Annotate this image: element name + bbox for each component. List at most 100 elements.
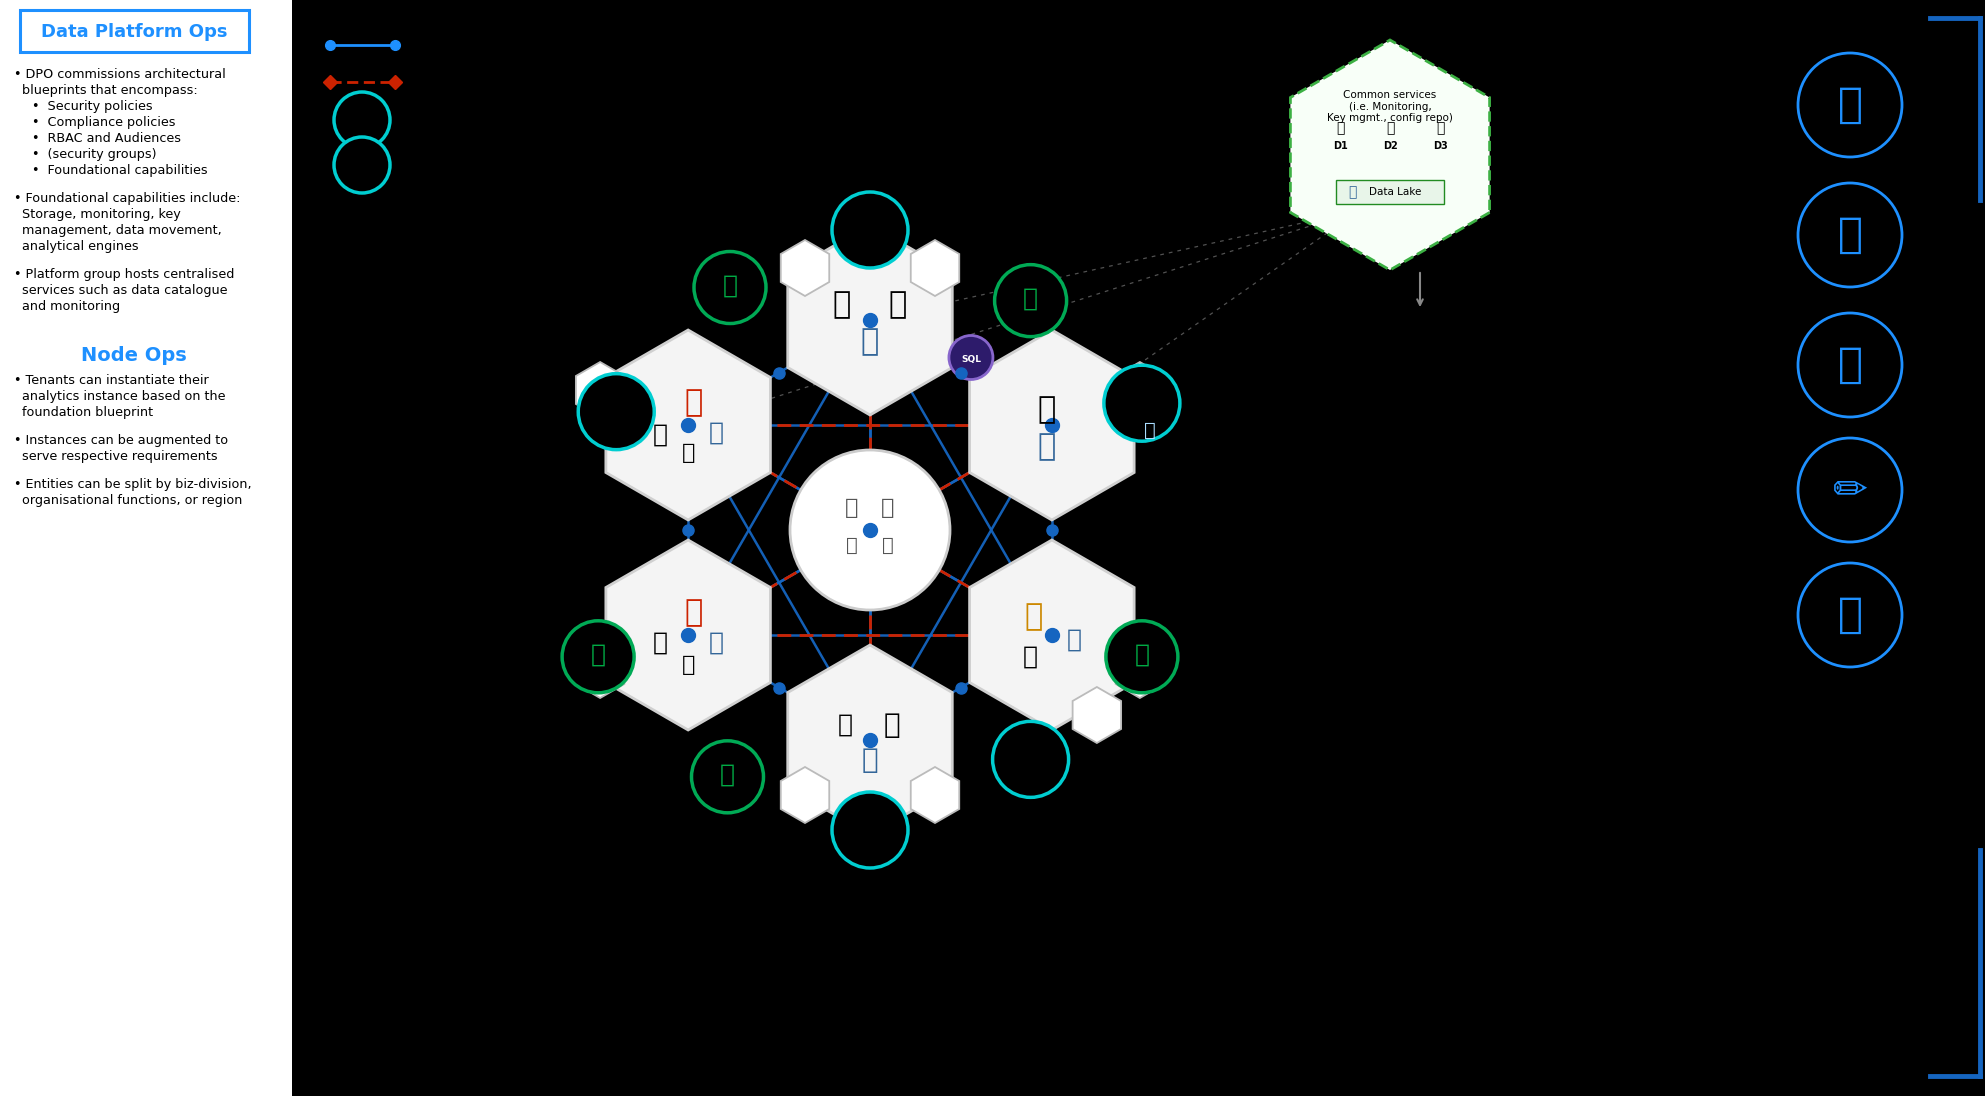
Circle shape	[790, 450, 951, 610]
Text: D1: D1	[1332, 141, 1348, 151]
Text: 👥: 👥	[1133, 389, 1149, 418]
Text: 🧱: 🧱	[1336, 121, 1344, 135]
Text: 🗄: 🗄	[709, 421, 725, 445]
Circle shape	[1798, 563, 1902, 667]
Text: analytical engines: analytical engines	[22, 240, 139, 253]
Text: Data Lake: Data Lake	[1370, 187, 1421, 197]
Text: • Instances can be augmented to: • Instances can be augmented to	[14, 434, 228, 447]
Polygon shape	[911, 767, 959, 823]
Text: •  Security policies: • Security policies	[32, 100, 153, 113]
Polygon shape	[1116, 362, 1163, 418]
Text: 👥: 👥	[861, 817, 877, 844]
Text: 🗄: 🗄	[1348, 185, 1356, 199]
Text: 🗄: 🗄	[1038, 433, 1056, 461]
Circle shape	[695, 251, 766, 323]
Text: •  Foundational capabilities: • Foundational capabilities	[32, 164, 208, 176]
Text: 👥: 👥	[607, 398, 625, 425]
Text: • DPO commissions architectural: • DPO commissions architectural	[14, 68, 226, 81]
Circle shape	[1798, 438, 1902, 543]
Text: 🔷: 🔷	[653, 423, 667, 447]
Circle shape	[992, 721, 1068, 798]
Circle shape	[949, 335, 992, 379]
Text: 🔷: 🔷	[653, 631, 667, 655]
Text: 👥: 👥	[1022, 745, 1038, 774]
Circle shape	[333, 92, 389, 148]
Text: 🪐: 🪐	[1143, 421, 1155, 439]
Text: and monitoring: and monitoring	[22, 300, 121, 313]
Text: 📚: 📚	[685, 598, 703, 628]
Text: 🔷: 🔷	[1022, 646, 1038, 669]
Text: 🖥: 🖥	[721, 763, 734, 787]
Text: analytics instance based on the: analytics instance based on the	[22, 390, 226, 403]
Text: 🖥: 🖥	[1022, 287, 1038, 310]
Text: 🗄: 🗄	[709, 631, 725, 655]
Polygon shape	[788, 225, 953, 415]
Polygon shape	[780, 240, 830, 296]
Circle shape	[333, 137, 389, 193]
Text: Node Ops: Node Ops	[81, 346, 187, 365]
Text: SQL: SQL	[961, 355, 981, 364]
Polygon shape	[788, 646, 953, 835]
Circle shape	[578, 374, 655, 449]
Text: D3: D3	[1433, 141, 1447, 151]
Text: •  Compliance policies: • Compliance policies	[32, 116, 175, 129]
Polygon shape	[969, 540, 1133, 730]
Circle shape	[1798, 183, 1902, 287]
Text: 🧪: 🧪	[838, 713, 852, 737]
Polygon shape	[576, 362, 625, 418]
Text: • Platform group hosts centralised: • Platform group hosts centralised	[14, 269, 234, 281]
Text: 🗄: 🗄	[861, 328, 879, 356]
FancyBboxPatch shape	[0, 0, 292, 1096]
Text: 💗: 💗	[846, 536, 858, 555]
Text: • Tenants can instantiate their: • Tenants can instantiate their	[14, 374, 208, 387]
Polygon shape	[605, 540, 770, 730]
Text: ✏: ✏	[1832, 469, 1868, 511]
Text: management, data movement,: management, data movement,	[22, 224, 222, 237]
Text: 👥: 👥	[861, 216, 877, 244]
Text: 🚦: 🚦	[1838, 344, 1862, 386]
Text: •  RBAC and Audiences: • RBAC and Audiences	[32, 132, 181, 145]
Circle shape	[1798, 53, 1902, 157]
Text: services such as data catalogue: services such as data catalogue	[22, 284, 228, 297]
Text: 🛡: 🛡	[1838, 84, 1862, 126]
FancyBboxPatch shape	[20, 10, 248, 52]
Text: 🏛: 🏛	[881, 498, 895, 518]
Text: 🔍: 🔍	[881, 536, 893, 555]
Text: 💰: 💰	[1838, 594, 1862, 636]
Text: 🔄: 🔄	[1838, 214, 1862, 256]
Text: 🔷: 🔷	[883, 711, 901, 739]
Text: Storage, monitoring, key: Storage, monitoring, key	[22, 208, 181, 221]
Text: 📊: 📊	[846, 498, 860, 518]
Text: Common services
(i.e. Monitoring,
Key mgmt., config repo): Common services (i.e. Monitoring, Key mg…	[1328, 90, 1453, 123]
Text: 🧪: 🧪	[681, 655, 695, 675]
Text: • Entities can be split by biz-division,: • Entities can be split by biz-division,	[14, 478, 252, 491]
Text: 🔷: 🔷	[889, 290, 907, 320]
Text: 🐘: 🐘	[1024, 603, 1042, 631]
Circle shape	[691, 741, 764, 813]
Circle shape	[832, 792, 907, 868]
Text: 📚: 📚	[685, 388, 703, 418]
Text: 🧪: 🧪	[681, 443, 695, 463]
Text: • Foundational capabilities include:: • Foundational capabilities include:	[14, 192, 240, 205]
Text: 🖥: 🖥	[592, 642, 605, 666]
Polygon shape	[1116, 642, 1163, 698]
Circle shape	[1104, 365, 1179, 442]
Text: foundation blueprint: foundation blueprint	[22, 406, 153, 419]
Circle shape	[1798, 313, 1902, 416]
Polygon shape	[1072, 687, 1122, 743]
Text: 🗄: 🗄	[1066, 628, 1082, 652]
Text: organisational functions, or region: organisational functions, or region	[22, 494, 242, 507]
Polygon shape	[969, 330, 1133, 520]
Text: 🧱: 🧱	[1386, 121, 1393, 135]
Polygon shape	[576, 642, 625, 698]
Text: •  (security groups): • (security groups)	[32, 148, 157, 161]
Text: Data Platform Ops: Data Platform Ops	[42, 23, 226, 41]
Circle shape	[832, 192, 907, 269]
Text: 🖥: 🖥	[1133, 642, 1149, 666]
Polygon shape	[911, 240, 959, 296]
Text: 🗄: 🗄	[861, 746, 877, 774]
Text: 🧱: 🧱	[1435, 121, 1445, 135]
Circle shape	[562, 620, 633, 693]
Text: blueprints that encompass:: blueprints that encompass:	[22, 84, 199, 98]
Text: 🔷: 🔷	[1038, 396, 1056, 424]
